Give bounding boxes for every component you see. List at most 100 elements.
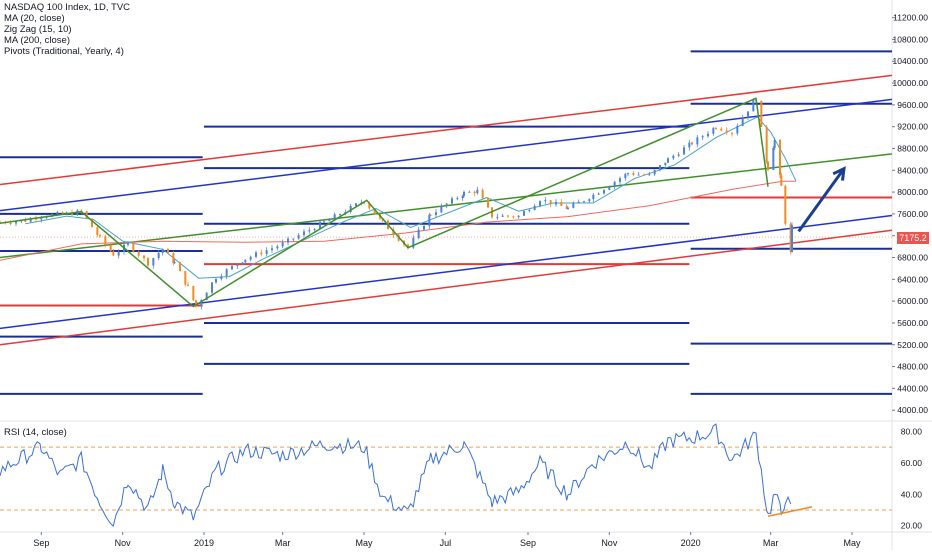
candle-body [720,128,723,131]
candle-body [659,165,661,170]
price-tick-label: 10400.00 [893,56,929,66]
candle-body [597,193,600,195]
price-tick-label: 9600.00 [897,100,928,110]
candle-body [255,252,257,257]
candle-body [608,186,611,190]
candle-body [40,217,43,220]
candle-body [463,191,465,196]
price-tick-label: 8000.00 [897,187,928,197]
zigzag-line [0,97,769,308]
candle-body [205,292,208,301]
candle-body [701,136,704,138]
last-price-tag: 7175.2 [897,232,929,244]
price-tick-label: 8400.00 [897,165,928,175]
candle-body [161,248,164,253]
time-tick-label: Mar [275,538,291,548]
candle-body [271,248,273,251]
candle-body [747,111,749,118]
candle-body [588,199,591,202]
price-tick-label: 8800.00 [897,143,928,153]
candle-body [451,198,453,204]
candle-body [473,191,476,194]
candle-body [528,210,531,212]
candle-body [109,244,112,252]
candle-body [99,235,101,237]
legend-indicator[interactable]: Zig Zag (15, 10) [4,24,72,35]
price-tick-label: 6400.00 [897,274,928,284]
price-tick-label: 4000.00 [897,405,928,415]
forecast-arrow-head [832,166,846,181]
candle-body [725,130,728,133]
candle-body [308,230,311,232]
candle-body [195,300,197,307]
candle-body [173,262,176,264]
legend-indicator[interactable]: MA (200, close) [4,35,70,46]
trend-line [0,74,893,186]
time-tick-label: Mar [763,538,779,548]
candle-body [683,147,685,155]
candle-body [355,203,357,206]
time-tick-label: Sep [520,538,536,548]
candle-body [440,205,443,213]
price-tick-label: 7600.00 [897,209,928,219]
candle-body [244,259,247,263]
legend-indicator[interactable]: MA (20, close) [4,13,65,24]
candle-body [24,219,27,222]
price-tick-label: 10000.00 [893,78,929,88]
candle-body [339,214,341,216]
candle-body [236,264,239,266]
candle-body [572,203,575,208]
candle-body [696,137,699,145]
candle-body [664,162,667,166]
candle-body [91,218,93,228]
price-tick-label: 6800.00 [897,253,928,263]
candle-body [592,194,595,200]
time-tick-label: Nov [601,538,618,548]
candle-body [368,202,371,209]
candle-body [260,252,263,255]
time-tick-label: 2019 [194,538,214,548]
candle-body [152,258,155,266]
candle-body [481,189,484,199]
candle-body [468,191,471,193]
candle-body [789,223,792,252]
candle-body [429,214,432,216]
candle-body [172,253,175,264]
candle-body [157,252,160,259]
price-tick-label: 10800.00 [893,34,929,44]
candle-body [184,271,187,285]
rsi-tick-label: 40.00 [901,489,923,499]
candle-body [211,282,213,293]
candle-body [292,238,295,240]
candle-body [496,216,499,218]
ma20-line [25,116,797,279]
price-tick-label: 5600.00 [897,318,928,328]
candle-body [187,284,189,286]
candle-body [648,174,651,176]
candle-body [200,300,203,307]
time-tick-label: Jul [440,538,452,548]
ma200-line [0,180,796,261]
rsi-legend[interactable]: RSI (14, close) [4,427,67,438]
candle-body [653,169,656,175]
time-tick-label: May [843,538,861,548]
candle-body [323,221,325,223]
candle-body [791,225,793,252]
rsi-tick-label: 80.00 [901,426,923,436]
candle-body [117,251,120,256]
candle-body [281,242,284,247]
candle-body [319,221,321,230]
candle-body [297,235,300,239]
candle-body [565,205,568,209]
candle-body [765,126,768,162]
legend-indicator[interactable]: Pivots (Traditional, Yearly, 4) [4,46,124,57]
time-tick-label: Sep [33,538,49,548]
candle-body [56,212,59,215]
candle-body [619,178,621,182]
candle-body [104,236,107,245]
candle-body [643,174,645,176]
candle-body [373,208,376,215]
price-tick-label: 6000.00 [897,296,928,306]
